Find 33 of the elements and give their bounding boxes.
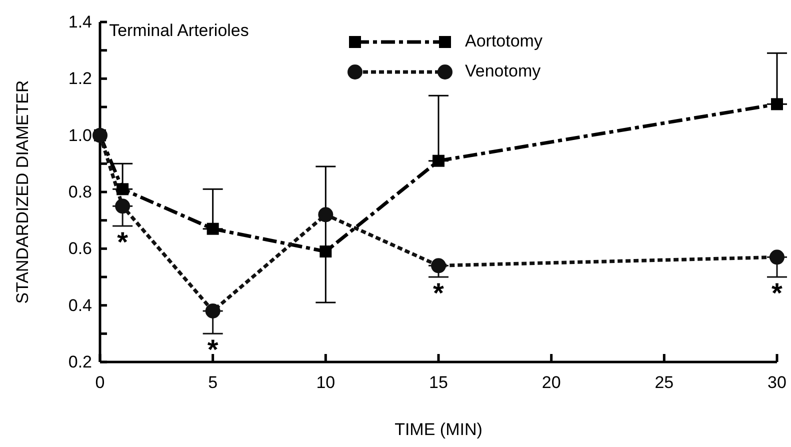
point bbox=[770, 250, 784, 265]
x-axis-title: TIME (MIN) bbox=[394, 420, 482, 439]
x-tick-label: 25 bbox=[654, 373, 674, 392]
point bbox=[115, 198, 130, 214]
x-tick-label: 10 bbox=[316, 373, 336, 392]
point bbox=[431, 258, 446, 274]
point bbox=[432, 154, 444, 167]
annotation: * bbox=[117, 226, 128, 258]
point bbox=[205, 304, 220, 318]
x-tick-label: 0 bbox=[95, 373, 105, 392]
y-tick-label: 1.0 bbox=[68, 126, 92, 145]
point bbox=[771, 98, 783, 110]
x-tick-label: 5 bbox=[208, 373, 218, 392]
legend-label: Aortotomy bbox=[465, 31, 543, 50]
point bbox=[116, 183, 129, 196]
chart-title: Terminal Arterioles bbox=[109, 21, 249, 40]
y-axis-title: STANDARDIZED DIAMETER bbox=[13, 80, 32, 304]
annotation: * bbox=[207, 334, 218, 366]
y-tick-label: 0.4 bbox=[68, 296, 92, 315]
y-tick-label: 1.4 bbox=[68, 12, 92, 32]
point bbox=[320, 246, 332, 258]
x-tick-label: 20 bbox=[542, 373, 561, 392]
legend-label: Venotomy bbox=[465, 61, 542, 80]
y-tick-label: 0.6 bbox=[68, 239, 92, 258]
point bbox=[206, 222, 219, 235]
x-tick-label: 15 bbox=[429, 373, 448, 392]
annotation: * bbox=[433, 277, 444, 308]
x-tick-label: 30 bbox=[768, 373, 786, 392]
annotation: * bbox=[772, 277, 783, 308]
y-tick-label: 0.2 bbox=[68, 352, 92, 372]
y-tick-label: 1.2 bbox=[68, 69, 92, 88]
y-tick-label: 0.8 bbox=[68, 182, 92, 202]
point bbox=[318, 207, 334, 222]
